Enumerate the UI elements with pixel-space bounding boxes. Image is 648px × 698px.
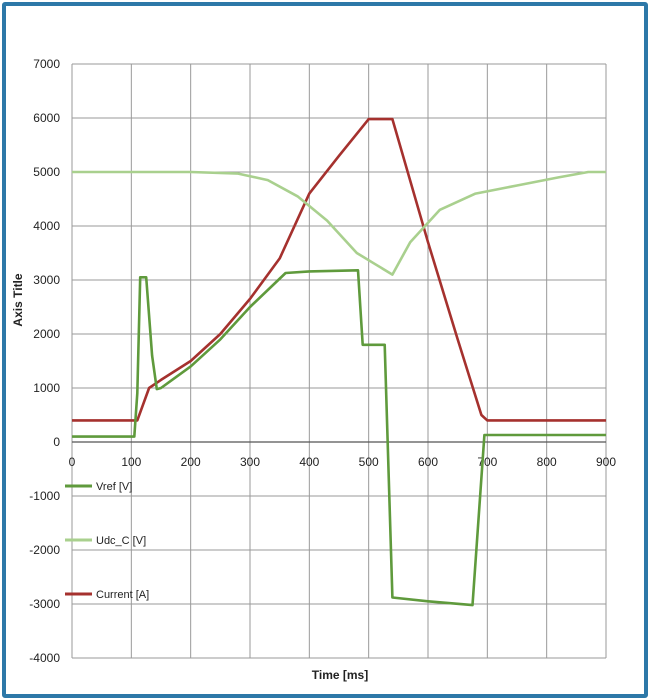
y-axis-title: Axis Title <box>11 273 25 326</box>
y-tick-labels: 7000 6000 5000 4000 3000 2000 1000 0 -1000 -2000 -… <box>29 57 60 665</box>
y-tick-label: 0 <box>53 435 60 449</box>
legend: Vref [V] Udc_C [V] Current [A] <box>65 481 149 601</box>
legend-label: Udc_C [V] <box>96 535 146 547</box>
x-tick-label: 600 <box>418 455 438 469</box>
series-line <box>72 117 606 422</box>
x-tick-label: 400 <box>299 455 319 469</box>
y-tick-label: 2000 <box>33 327 60 341</box>
y-tick-label: 6000 <box>33 111 60 125</box>
y-tick-label: -2000 <box>29 543 60 557</box>
y-tick-label: -3000 <box>29 597 60 611</box>
y-tick-label: 1000 <box>33 381 60 395</box>
x-tick-labels: 0 100 200 300 400 500 600 700 800 900 <box>69 455 617 469</box>
series-line <box>72 269 606 607</box>
legend-label: Current [A] <box>96 589 149 601</box>
y-tick-label: -1000 <box>29 489 60 503</box>
y-tick-label: 3000 <box>33 273 60 287</box>
x-tick-label: 800 <box>537 455 557 469</box>
x-tick-label: 700 <box>477 455 497 469</box>
x-tick-label: 500 <box>359 455 379 469</box>
series-lines <box>72 117 606 607</box>
legend-label: Vref [V] <box>96 481 132 493</box>
x-tick-label: 900 <box>596 455 616 469</box>
y-tick-label: -4000 <box>29 651 60 665</box>
y-tick-label: 4000 <box>33 219 60 233</box>
x-tick-label: 0 <box>69 455 76 469</box>
series-line <box>72 170 606 276</box>
x-tick-label: 100 <box>121 455 141 469</box>
grid-lines <box>71 63 607 659</box>
y-tick-label: 7000 <box>33 57 60 71</box>
x-tick-label: 300 <box>240 455 260 469</box>
x-tick-label: 200 <box>181 455 201 469</box>
x-axis-title: Time [ms] <box>312 668 368 682</box>
y-tick-label: 5000 <box>33 165 60 179</box>
